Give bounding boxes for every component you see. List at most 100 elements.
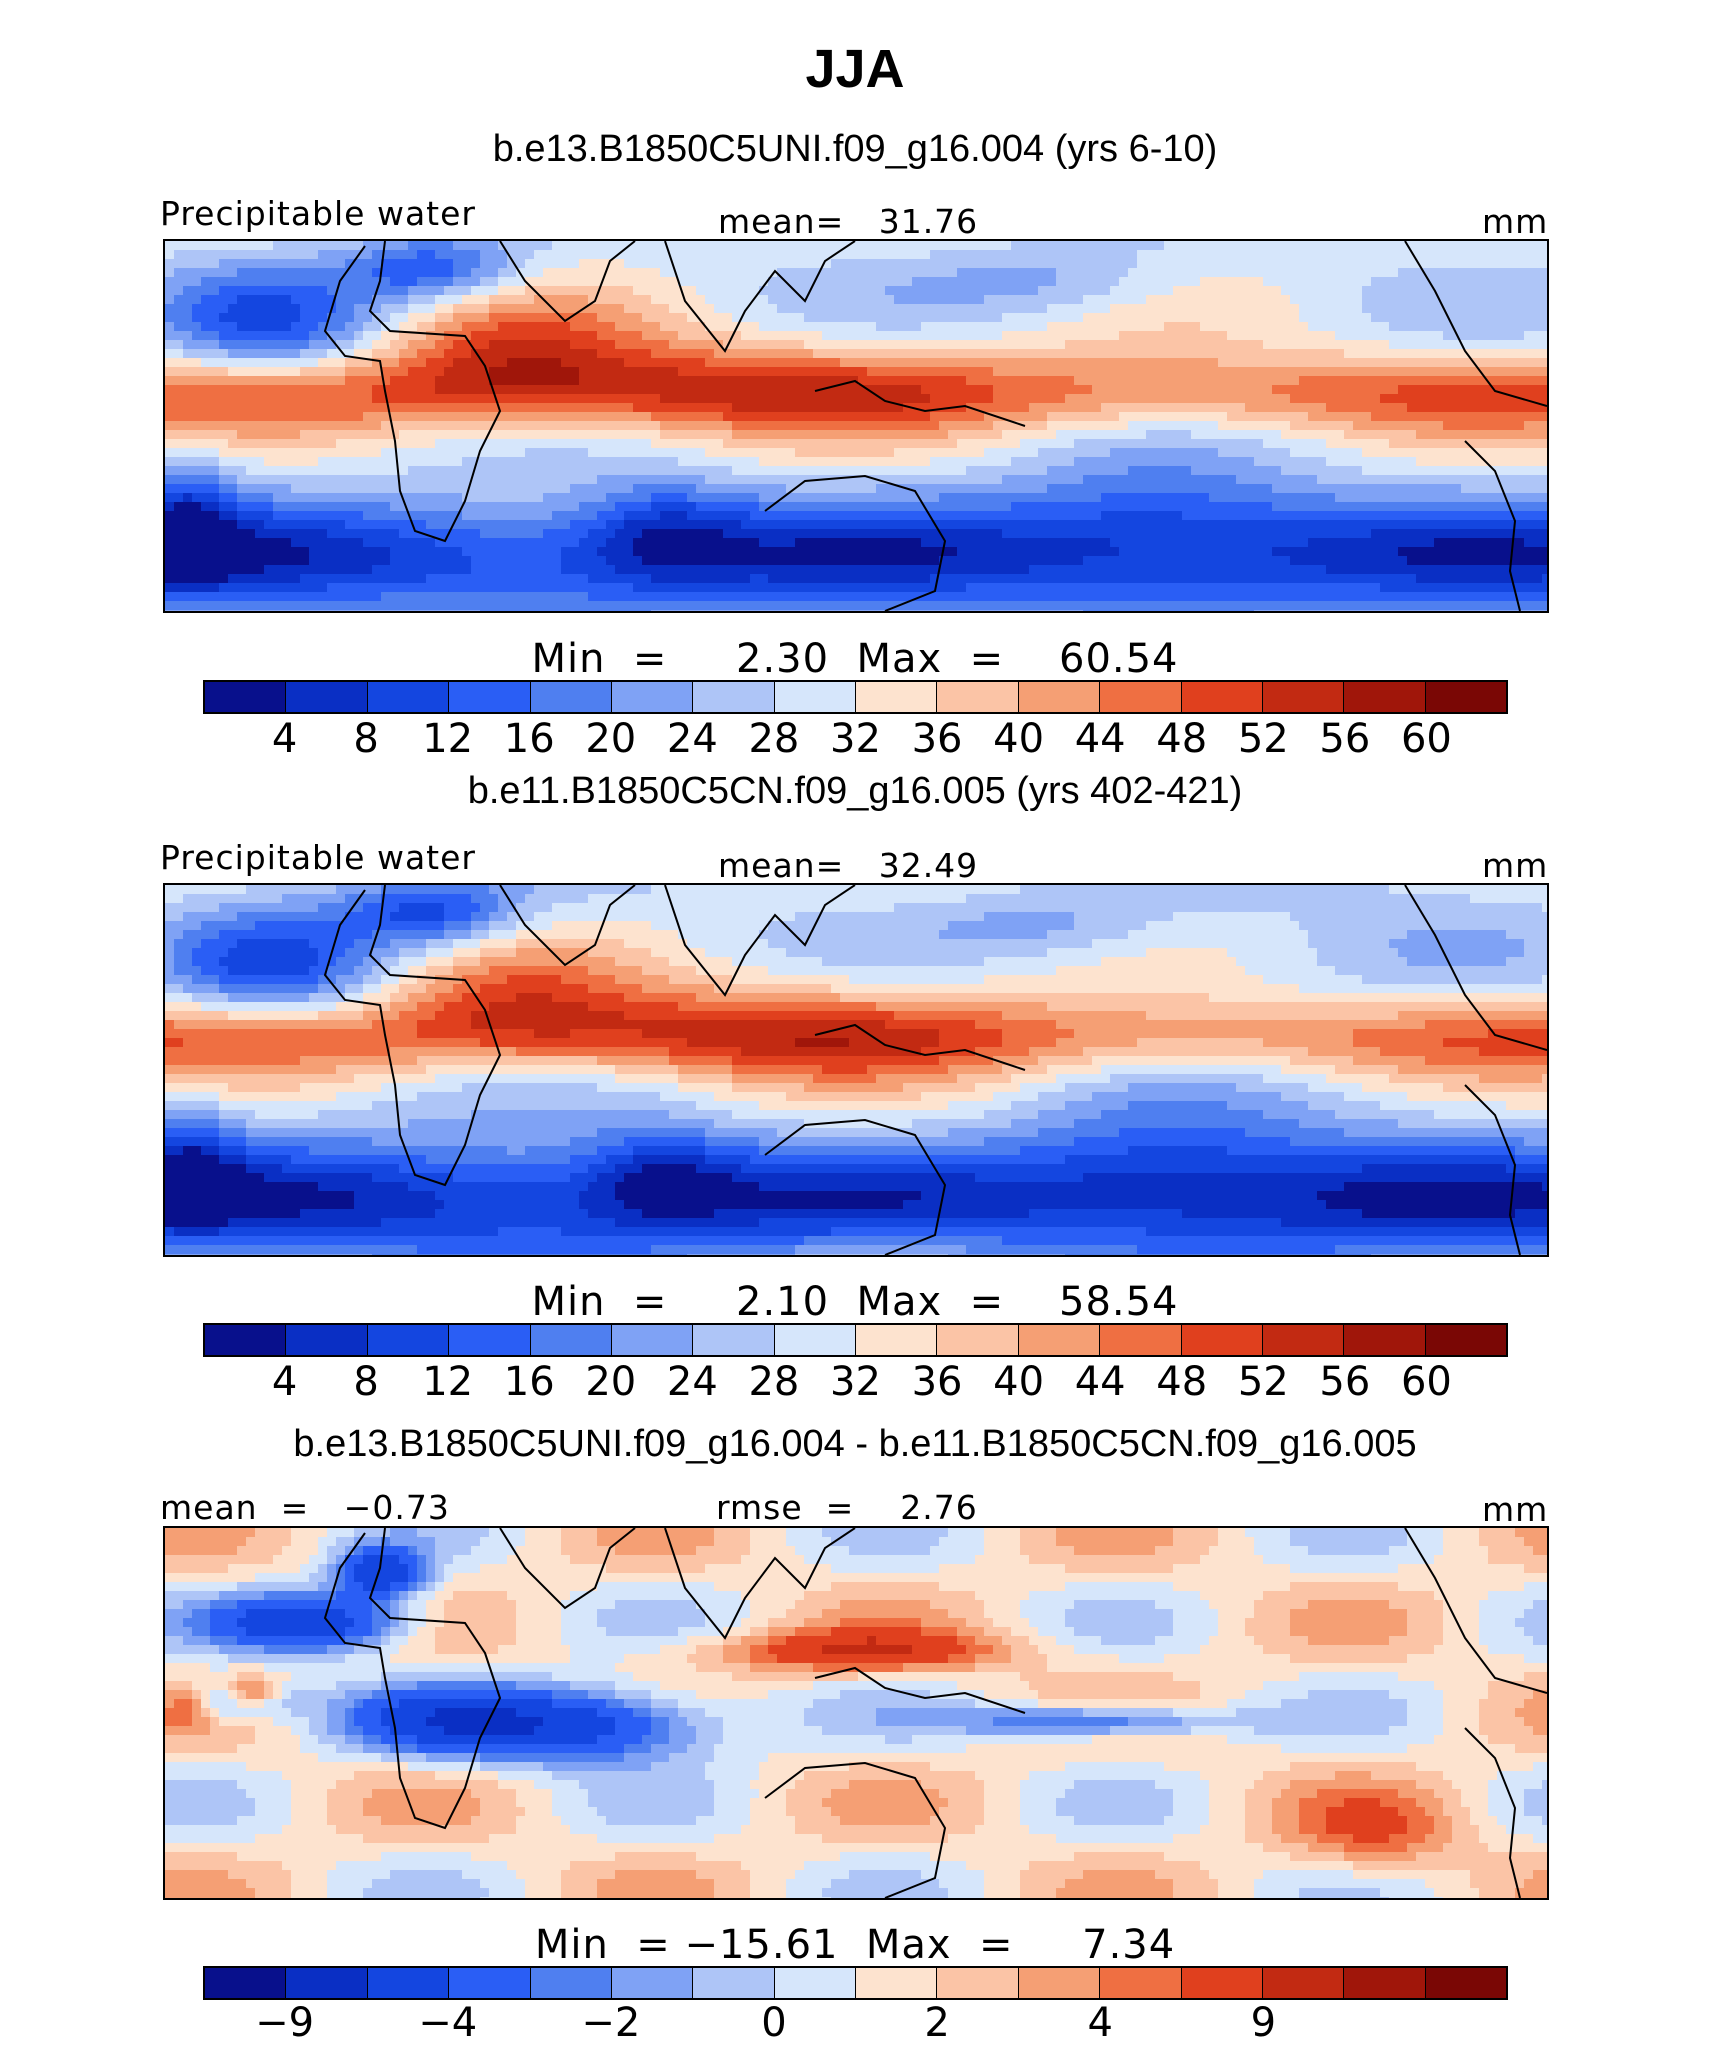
field-cell xyxy=(1371,439,1381,449)
field-cell xyxy=(975,448,985,458)
field-cell xyxy=(705,502,715,512)
field-cell xyxy=(1470,484,1480,494)
field-cell xyxy=(1335,394,1345,404)
field-cell xyxy=(642,421,652,431)
field-cell xyxy=(570,277,580,287)
field-cell xyxy=(597,295,607,305)
field-cell xyxy=(831,340,841,350)
field-cell xyxy=(1200,385,1210,395)
field-cell xyxy=(228,457,238,467)
field-cell xyxy=(1344,340,1354,350)
field-cell xyxy=(660,439,670,449)
field-cell xyxy=(1146,448,1156,458)
field-cell xyxy=(210,349,220,359)
field-cell xyxy=(1182,502,1192,512)
field-cell xyxy=(813,241,823,251)
field-cell xyxy=(1281,286,1291,296)
field-cell xyxy=(1065,511,1075,521)
field-cell xyxy=(831,493,841,503)
field-cell xyxy=(1083,502,1093,512)
field-cell xyxy=(696,529,706,539)
field-cell xyxy=(327,439,337,449)
field-cell xyxy=(1047,268,1057,278)
field-cell xyxy=(174,295,184,305)
field-cell xyxy=(768,385,778,395)
field-cell xyxy=(498,457,508,467)
field-cell xyxy=(345,412,355,422)
field-cell xyxy=(498,502,508,512)
field-cell xyxy=(174,250,184,260)
field-cell xyxy=(1425,331,1435,341)
field-cell xyxy=(1038,511,1048,521)
field-cell xyxy=(1101,322,1111,332)
field-cell xyxy=(1110,421,1120,431)
field-cell xyxy=(705,304,715,314)
field-cell xyxy=(345,394,355,404)
field-cell xyxy=(912,475,922,485)
field-cell xyxy=(741,340,751,350)
field-cell xyxy=(291,439,301,449)
field-cell xyxy=(1380,376,1390,386)
field-cell xyxy=(1092,466,1102,476)
field-cell xyxy=(1101,358,1111,368)
field-cell xyxy=(1470,457,1480,467)
field-cell xyxy=(1425,349,1435,359)
field-cell xyxy=(1443,322,1453,332)
field-cell xyxy=(1470,466,1480,476)
field-cell xyxy=(1353,349,1363,359)
field-cell xyxy=(615,421,625,431)
field-cell xyxy=(984,484,994,494)
field-cell xyxy=(831,331,841,341)
field-cell xyxy=(1182,286,1192,296)
field-cell xyxy=(1173,493,1183,503)
field-cell xyxy=(1389,475,1399,485)
field-cell xyxy=(165,493,175,503)
field-cell xyxy=(831,502,841,512)
field-cell xyxy=(1092,286,1102,296)
field-cell xyxy=(1407,421,1417,431)
field-cell xyxy=(921,331,931,341)
field-cell xyxy=(462,520,472,530)
field-cell xyxy=(1164,268,1174,278)
field-cell xyxy=(1011,304,1021,314)
field-cell xyxy=(1524,340,1534,350)
field-cell xyxy=(777,313,787,323)
field-cell xyxy=(462,448,472,458)
field-cell xyxy=(183,376,193,386)
field-cell xyxy=(759,430,769,440)
field-cell xyxy=(1002,358,1012,368)
field-cell xyxy=(1092,448,1102,458)
field-cell xyxy=(552,502,562,512)
field-cell xyxy=(570,376,580,386)
field-cell xyxy=(291,484,301,494)
field-cell xyxy=(327,511,337,521)
field-cell xyxy=(1209,322,1219,332)
field-cell xyxy=(507,358,517,368)
field-cell xyxy=(1164,457,1174,467)
field-cell xyxy=(327,358,337,368)
field-cell xyxy=(246,250,256,260)
field-cell xyxy=(1317,475,1327,485)
field-cell xyxy=(768,403,778,413)
field-cell xyxy=(957,313,967,323)
field-cell xyxy=(1254,286,1264,296)
field-cell xyxy=(1002,394,1012,404)
field-cell xyxy=(1155,484,1165,494)
field-cell xyxy=(642,520,652,530)
field-cell xyxy=(705,421,715,431)
field-cell xyxy=(993,331,1003,341)
field-cell xyxy=(1497,385,1507,395)
field-cell xyxy=(903,250,913,260)
field-cell xyxy=(1056,475,1066,485)
field-cell xyxy=(678,259,688,269)
field-cell xyxy=(1317,277,1327,287)
field-cell xyxy=(696,412,706,422)
field-cell xyxy=(1146,349,1156,359)
field-cell xyxy=(1101,367,1111,377)
field-cell xyxy=(588,421,598,431)
field-cell xyxy=(435,340,445,350)
field-cell xyxy=(822,484,832,494)
field-cell xyxy=(1497,313,1507,323)
field-cell xyxy=(1254,241,1264,251)
field-cell xyxy=(1074,340,1084,350)
